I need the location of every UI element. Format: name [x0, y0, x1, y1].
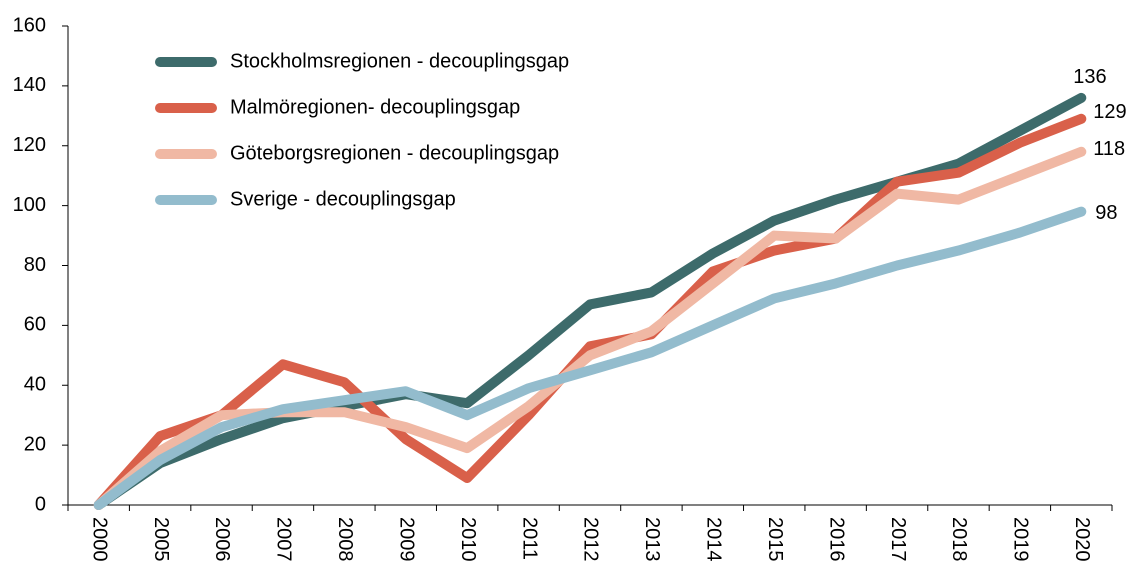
legend-label: Göteborgsregionen - decouplingsgap — [230, 142, 559, 164]
y-tick-label: 160 — [13, 14, 46, 36]
x-tick-label: 2017 — [887, 517, 909, 562]
x-tick-label: 2016 — [825, 517, 847, 562]
y-tick-label: 20 — [24, 433, 46, 455]
x-tick-label: 2015 — [764, 517, 786, 562]
y-tick-label: 60 — [24, 314, 46, 336]
y-tick-label: 0 — [35, 493, 46, 515]
y-tick-label: 140 — [13, 74, 46, 96]
end-label: 129 — [1093, 101, 1126, 123]
legend-label: Stockholmsregionen - decouplingsgap — [230, 50, 569, 72]
x-tick-label: 2014 — [703, 517, 725, 562]
x-tick-label: 2008 — [334, 517, 356, 562]
end-label: 98 — [1095, 202, 1117, 224]
x-tick-label: 2012 — [580, 517, 602, 562]
y-tick-label: 120 — [13, 134, 46, 156]
end-label: 136 — [1073, 66, 1106, 88]
x-tick-label: 2020 — [1071, 517, 1093, 562]
y-tick-label: 100 — [13, 194, 46, 216]
legend-label: Sverige - decouplingsgap — [230, 188, 456, 210]
x-tick-label: 2000 — [88, 517, 110, 562]
end-label: 118 — [1093, 138, 1125, 160]
x-tick-label: 2018 — [948, 517, 970, 562]
y-tick-label: 80 — [24, 254, 46, 276]
x-tick-label: 2007 — [273, 517, 295, 562]
y-tick-label: 40 — [24, 374, 46, 396]
x-tick-label: 2010 — [457, 517, 479, 562]
series-line — [93, 206, 1087, 510]
x-tick-label: 2013 — [641, 517, 663, 562]
x-tick-label: 2005 — [150, 517, 172, 562]
x-tick-label: 2019 — [1010, 517, 1032, 562]
legend-label: Malmöregionen- decouplingsgap — [230, 96, 520, 118]
x-tick-label: 2009 — [395, 517, 417, 562]
x-tick-label: 2011 — [518, 517, 540, 560]
x-tick-label: 2006 — [211, 517, 233, 562]
series-line — [93, 113, 1087, 510]
